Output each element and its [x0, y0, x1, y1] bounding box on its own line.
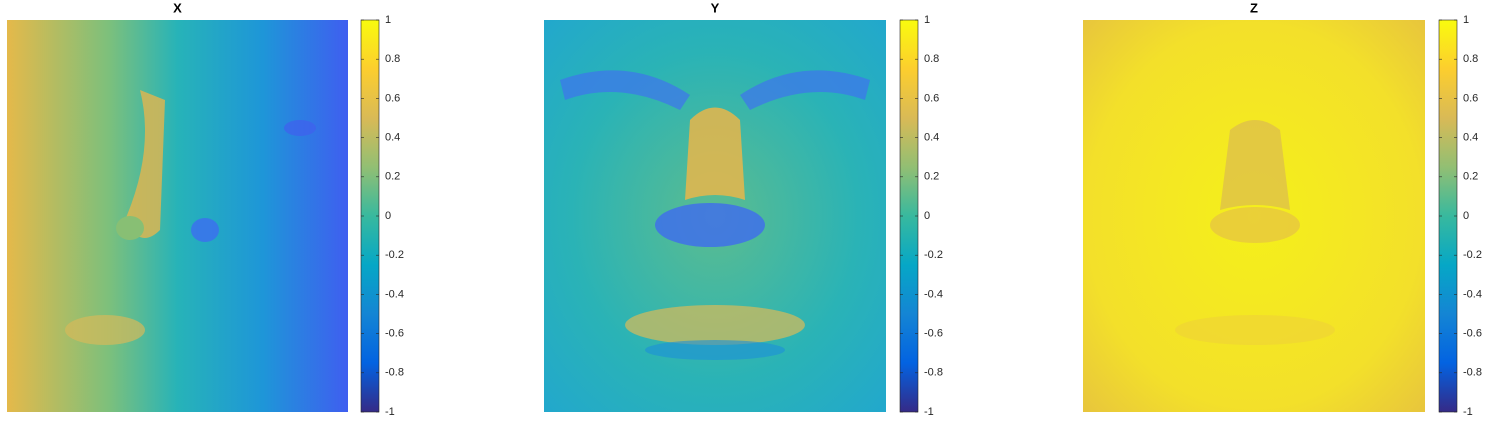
colorbar-tick-label: 0.4 [924, 132, 939, 144]
colorbar-tick-label: 0.2 [924, 171, 939, 183]
colorbar-tick-label: -0.8 [1463, 367, 1482, 379]
panel-title: Z [1250, 0, 1258, 15]
colorbar-tick-label: 1 [1463, 14, 1469, 26]
colorbar-tick-label: -1 [385, 406, 395, 418]
colorbar-tick-label: 0 [1463, 210, 1469, 222]
panel-title: Y [711, 0, 720, 15]
colorbar-tick-label: 0.2 [1463, 171, 1478, 183]
colorbar-tick-label: 0 [924, 210, 930, 222]
colorbar-tick-label: 0.6 [1463, 92, 1478, 104]
colorbar-tick-label: -0.2 [1463, 249, 1482, 261]
colorbar-tick-label: -0.8 [385, 367, 404, 379]
colorbar-tick-label: 1 [924, 14, 930, 26]
colorbar-tick-label: 1 [385, 14, 391, 26]
colorbar-tick-label: 0.8 [924, 53, 939, 65]
colorbar-tick-label: 0 [385, 210, 391, 222]
colorbar-tick-label: -0.8 [924, 367, 943, 379]
colorbar-tick-label: -0.6 [385, 328, 404, 340]
colorbar-tick-label: -0.6 [924, 328, 943, 340]
colorbar-tick-label: -0.4 [1463, 288, 1482, 300]
colorbar-tick-label: 0.4 [1463, 132, 1478, 144]
colorbar-tick-label: 0.8 [385, 53, 400, 65]
image-z [1083, 20, 1425, 412]
colorbar-tick-label: 0.8 [1463, 53, 1478, 65]
colorbar-tick-label: -0.4 [385, 288, 404, 300]
colorbar-tick-label: 0.4 [385, 132, 400, 144]
colorbar-tick-label: -0.2 [924, 249, 943, 261]
colorbar-tick-label: -0.6 [1463, 328, 1482, 340]
colorbar-tick-label: 0.6 [385, 92, 400, 104]
image-y [544, 20, 886, 412]
colorbar-tick-label: -1 [924, 406, 934, 418]
panel-title: X [173, 0, 182, 15]
image-x [7, 20, 348, 412]
colorbar-tick-label: -1 [1463, 406, 1473, 418]
colorbar-tick-label: 0.6 [924, 92, 939, 104]
colorbar-tick-label: -0.2 [385, 249, 404, 261]
colorbar-tick-label: -0.4 [924, 288, 943, 300]
colorbar-tick-label: 0.2 [385, 171, 400, 183]
